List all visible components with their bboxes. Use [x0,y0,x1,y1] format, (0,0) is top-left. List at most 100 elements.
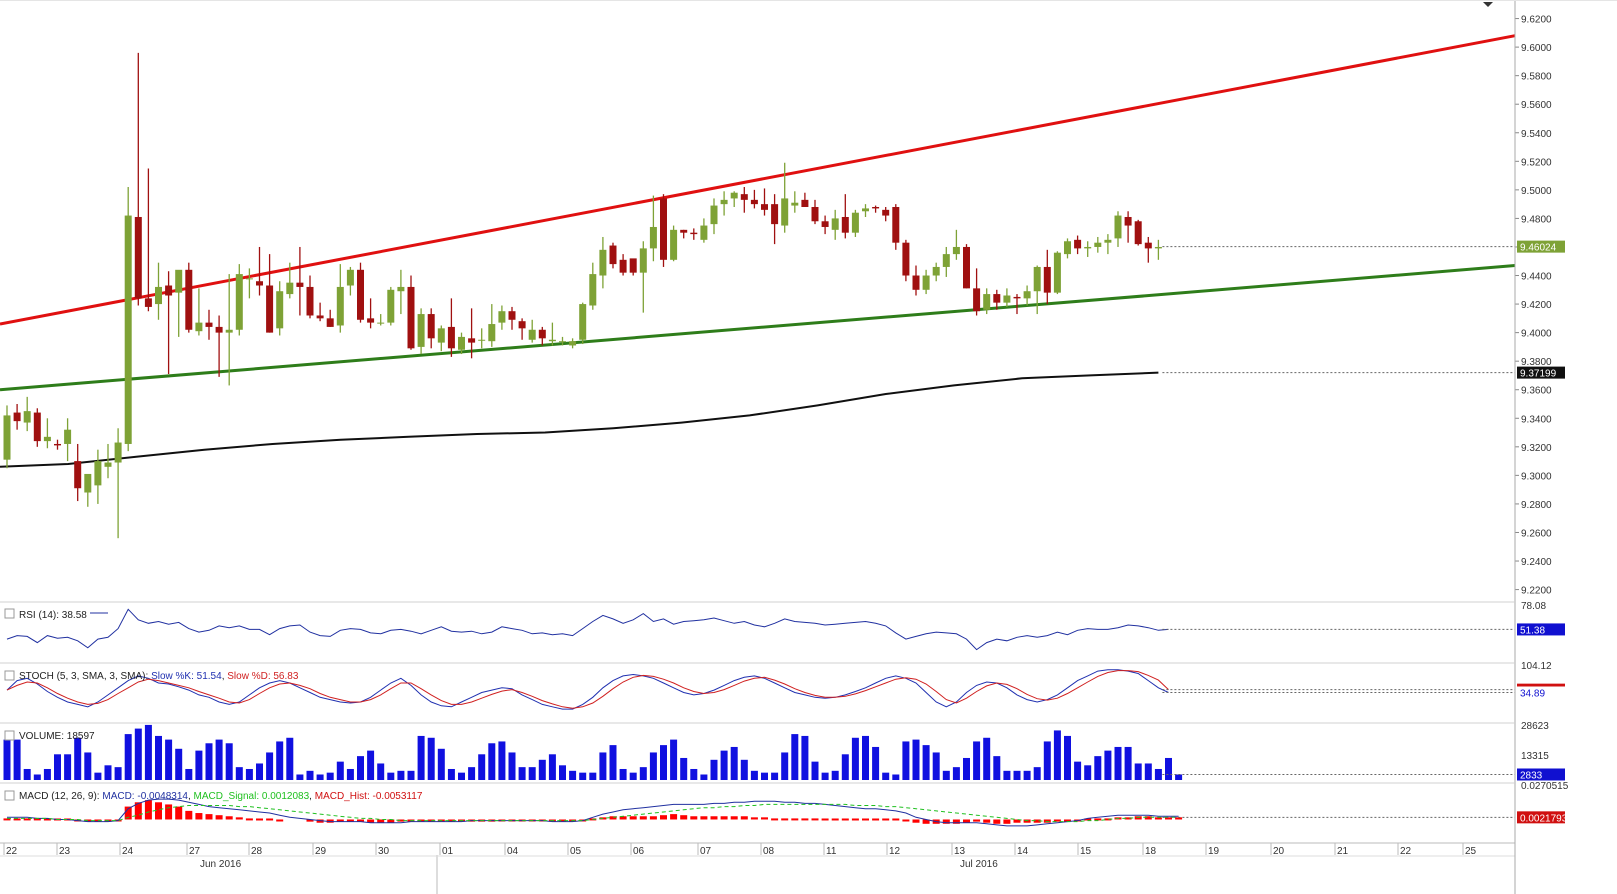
volume-panel[interactable]: 28623 13315 2833 [3,721,1566,781]
candle [1094,236,1102,253]
candle [690,228,698,240]
candle-body [488,324,496,342]
candle [296,246,304,316]
chart-menu-arrow-icon[interactable] [1483,2,1493,7]
candle [609,242,617,269]
macd-close-box[interactable] [4,790,15,801]
candle [104,443,112,479]
candle [720,191,728,216]
candle [872,205,880,213]
macd-hist-bar [862,818,869,821]
volume-bar [1134,763,1142,780]
x-tick-label: 08 [763,846,775,857]
upper-trendline[interactable] [0,34,1516,326]
candle [1013,294,1021,315]
macd-hist-bar [1154,817,1162,820]
price-tick-label: 9.5400 [1521,129,1552,140]
macd-hist-bar [1175,817,1183,820]
volume-bar [155,735,162,780]
macd-hist-bar [872,818,880,821]
volume-label: VOLUME: 18597 [19,731,95,742]
volume-bar [417,735,425,780]
price-tick-label: 9.6200 [1521,15,1552,26]
candle [801,192,809,207]
candle-body [114,442,122,463]
macd-hist-bar [670,814,678,820]
macd-hist-bar [23,818,31,821]
x-tick-label: 13 [954,846,966,857]
candle-body [447,326,455,349]
candle-body [215,326,223,333]
candle-body [54,443,61,446]
macd-panel[interactable]: 0.0270515 0.0021793 [3,781,1569,827]
macd-hist-bar [1124,817,1132,820]
candle-body [377,322,385,324]
candle-body [993,294,1001,303]
volume-bar [266,752,274,780]
candle [670,225,678,262]
candle-body [952,246,960,255]
volume-bar [518,767,526,780]
volume-bar [1053,730,1061,780]
candle-body [195,322,203,332]
candle-body [589,274,597,306]
volume-bar [740,759,748,780]
volume-close-box[interactable] [4,730,15,741]
candle [13,403,21,430]
volume-bar [932,752,940,780]
candle [1043,249,1051,305]
macd-hist-bar [205,814,213,820]
candle-body [649,226,657,249]
candle [1104,234,1112,255]
volume-bar [215,739,223,780]
price-tick-label: 9.5600 [1521,100,1552,111]
macd-hist-bar [185,810,193,820]
rsi-close-box[interactable] [4,608,15,619]
candle [33,408,41,447]
candle-body [306,286,314,316]
candle-body [346,269,354,286]
macd-hist-bar [680,815,688,820]
candle-body [94,461,102,486]
candle-body [276,291,284,329]
stoch-k-badge-text: 34.89 [1520,689,1545,700]
candle [346,266,354,296]
lower-trendline[interactable] [0,264,1516,392]
volume-bar [23,768,31,780]
volume-value-badge [1517,768,1565,781]
volume-bar [296,774,304,780]
macd-hist-bar [730,816,738,820]
candle [710,198,718,235]
month-label: Jul 2016 [960,859,998,870]
candle [1074,235,1082,255]
candle-body [902,242,910,276]
stoch-panel[interactable]: 104.1249.534.89 [6,661,1565,710]
macd-hist-bar [811,818,819,821]
candle [195,288,203,336]
volume-bar [730,746,738,780]
price-panel[interactable]: 9.6200 9.6000 9.5800 9.5600 9.5400 9.5200 9.50… [0,15,1565,597]
x-tick-label: 28 [251,846,263,857]
candle-body [912,275,920,290]
candle [417,308,425,355]
macd-top-tick: 0.0270515 [1521,781,1569,792]
volume-bar [1084,765,1092,780]
macd-hist-bar [276,819,284,822]
macd-hist-bar [1003,819,1011,824]
candle [245,268,253,299]
volume-bar [427,737,435,780]
volume-bar [922,745,930,780]
candle-body [942,254,950,267]
volume-bar [559,765,566,780]
stoch-close-box[interactable] [4,670,15,681]
candle-body [518,321,526,329]
candle-body [3,415,11,460]
month-label: Jun 2016 [200,859,242,870]
rsi-panel[interactable]: 78.08 51.38 [6,601,1565,651]
rsi-label-group: RSI (14): 38.58 [4,608,87,621]
macd-hist-bar [387,819,395,823]
candle [23,396,31,432]
volume-bar [114,767,122,780]
macd-label-group: MACD (12, 26, 9): MACD: -0.0048314, MACD… [4,790,423,802]
